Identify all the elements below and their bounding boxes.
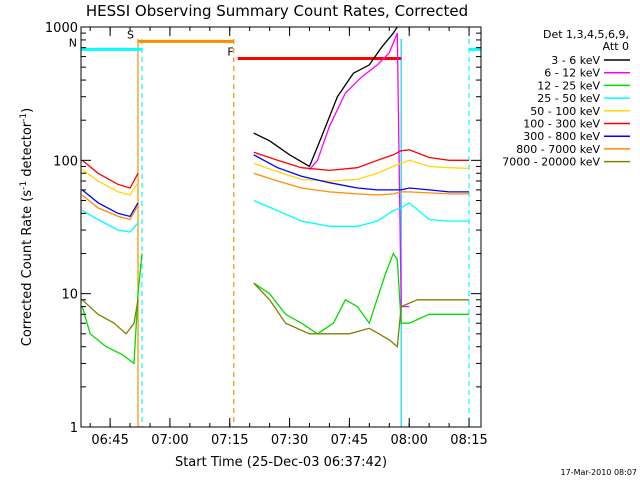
series-line [81, 189, 139, 218]
series-line [81, 299, 139, 335]
series-line [253, 26, 398, 168]
y-tick-label: 1000 [45, 21, 78, 36]
series-line [81, 194, 139, 221]
y-axis-label: Corrected Count Rate (s-1 detector-1) [19, 108, 35, 346]
series-line [253, 159, 470, 182]
series-line [81, 210, 139, 233]
x-tick-label: 06:45 [91, 433, 128, 448]
y-tick-label: 10 [61, 288, 78, 303]
series-line [81, 159, 139, 189]
observing-bar-label: N [69, 36, 77, 49]
x-axis: 06:45 07:00 07:15 07:30 07:45 08:00 08:15 [89, 27, 488, 448]
series-line [253, 154, 469, 193]
legend-header-line-1: Det 1,3,4,5,6,9, [543, 28, 629, 41]
legend-header-line-2: Att 0 [603, 40, 629, 53]
x-tick-label: 07:00 [151, 433, 188, 448]
x-axis-label: Start Time (25-Dec-03 06:37:42) [175, 455, 387, 470]
x-tick-label: 07:45 [331, 433, 368, 448]
series-line [253, 172, 469, 196]
legend-label: 800 - 7000 keV [516, 143, 600, 156]
footer-timestamp: 17-Mar-2010 08:07 [561, 468, 638, 477]
legend-label: 7000 - 20000 keV [502, 156, 600, 169]
series-line [81, 253, 143, 365]
chart-title: HESSI Observing Summary Count Rates, Cor… [86, 2, 468, 20]
observing-bar-label: S [127, 28, 134, 41]
observing-bar-label: F [227, 46, 233, 59]
legend-label: 12 - 25 keV [537, 79, 600, 92]
x-tick-label: 07:15 [211, 433, 248, 448]
series-line [253, 252, 469, 335]
series-line [253, 149, 469, 172]
plot-frame [80, 26, 482, 428]
x-tick-label: 07:30 [271, 433, 308, 448]
legend-label: 50 - 100 keV [530, 105, 600, 118]
x-tick-label: 08:15 [450, 433, 487, 448]
y-tick-label: 1 [70, 421, 78, 436]
legend-label: 6 - 12 keV [544, 67, 600, 80]
legend-label: 100 - 300 keV [523, 118, 600, 131]
series-line [309, 32, 410, 308]
series-line [81, 169, 139, 196]
series-line [253, 199, 469, 227]
legend-label: 300 - 800 keV [523, 130, 600, 143]
y-axis: 1 10 100 1000 [45, 21, 481, 436]
series-line [253, 282, 469, 349]
x-tick-label: 08:00 [390, 433, 427, 448]
legend-label: 3 - 6 keV [551, 54, 600, 67]
legend-label: 25 - 50 keV [537, 92, 600, 105]
plot-area: S N F [69, 26, 481, 427]
y-tick-label: 100 [53, 154, 78, 169]
